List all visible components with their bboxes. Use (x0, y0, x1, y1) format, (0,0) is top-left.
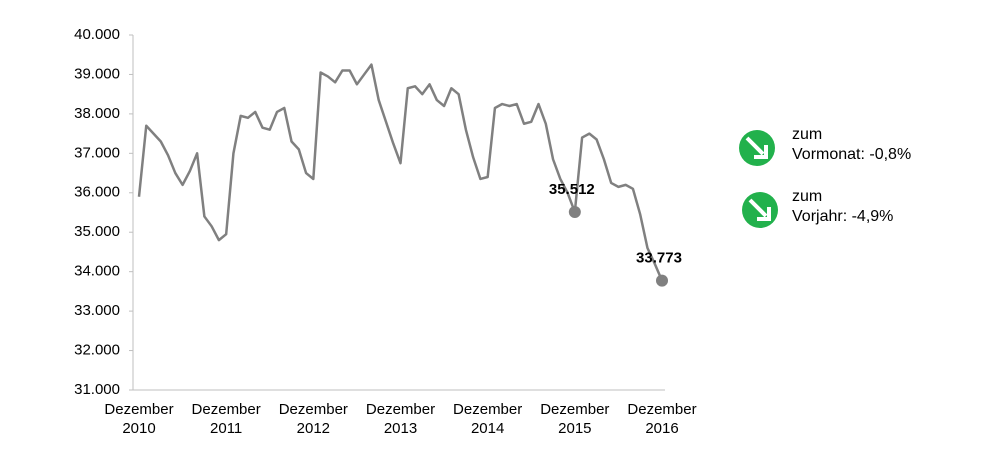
x-tick-label: Dezember 2010 (104, 401, 174, 437)
y-tick-label: 38.000 (74, 105, 120, 122)
x-tick-label: Dezember 2012 (278, 401, 348, 437)
x-tick-label: Dezember 2011 (191, 401, 261, 437)
x-tick-label: Dezember 2015 (540, 401, 610, 437)
highlight-point (656, 274, 668, 287)
y-tick-label: 33.000 (74, 302, 120, 319)
annotation: zum (792, 188, 823, 205)
line (137, 63, 664, 282)
data-label: 33.773 (636, 250, 682, 267)
highlight-point (568, 206, 581, 219)
x-tick-label: Dezember 2014 (453, 401, 523, 437)
icon-down (739, 130, 775, 166)
y-tick-label: 36.000 (74, 184, 120, 201)
y-tick-label: 34.000 (74, 263, 120, 280)
data-label: 35.512 (549, 181, 595, 198)
y-tick-label: 31.000 (74, 381, 120, 398)
y-tick-label: 37.000 (74, 144, 120, 161)
annotation: Vorjahr: -4,9% (792, 208, 894, 225)
y-tick-label: 32.000 (74, 342, 120, 359)
annotation: zum (792, 126, 823, 143)
y-tick-label: 35.000 (74, 223, 120, 240)
x-tick-label: Dezember 2013 (365, 401, 436, 437)
y-tick-label: 40.000 (74, 26, 120, 43)
icon-down (742, 192, 778, 228)
x-tick-label: Dezember 2016 (627, 401, 697, 437)
y-tick-label: 39.000 (74, 65, 120, 82)
annotation: Vormonat: -0,8% (792, 146, 912, 163)
